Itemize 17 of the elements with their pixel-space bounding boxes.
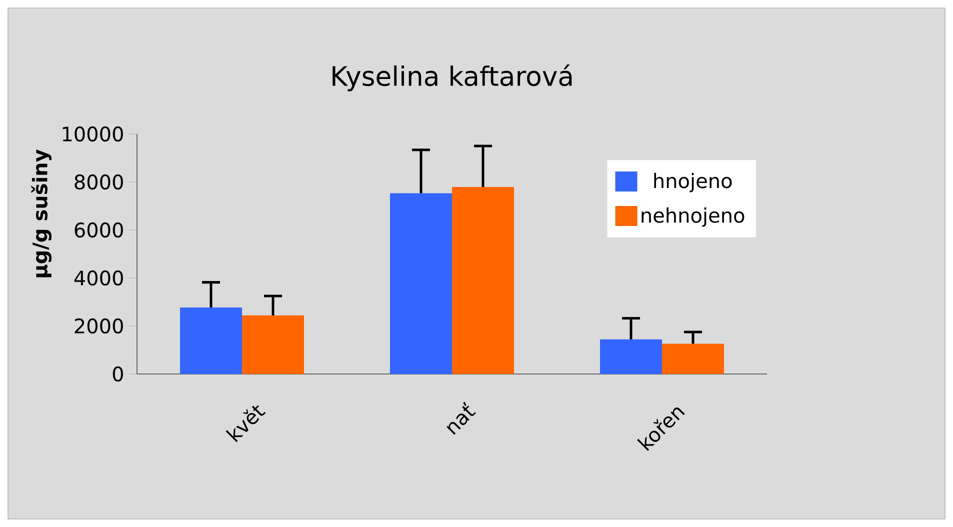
y-tick-label: 2000 — [74, 318, 123, 334]
y-tick-label: 8000 — [74, 174, 123, 190]
y-axis-title: µg/g sušiny — [31, 149, 52, 278]
bar — [662, 344, 724, 374]
y-tick-label: 6000 — [74, 222, 123, 238]
y-tick-label: 4000 — [74, 270, 123, 286]
chart-title: Kyselina kaftarová — [332, 64, 572, 92]
y-tick-label: 10000 — [62, 126, 123, 142]
bar — [452, 187, 514, 374]
legend-label: nehnojeno — [642, 207, 744, 227]
legend-label: hnojeno — [654, 172, 732, 192]
x-tick-label: nať — [446, 402, 476, 435]
y-tick-label: 0 — [112, 366, 123, 382]
bar — [180, 308, 242, 374]
bar — [390, 193, 452, 374]
bar — [600, 339, 662, 374]
bar — [242, 315, 304, 374]
